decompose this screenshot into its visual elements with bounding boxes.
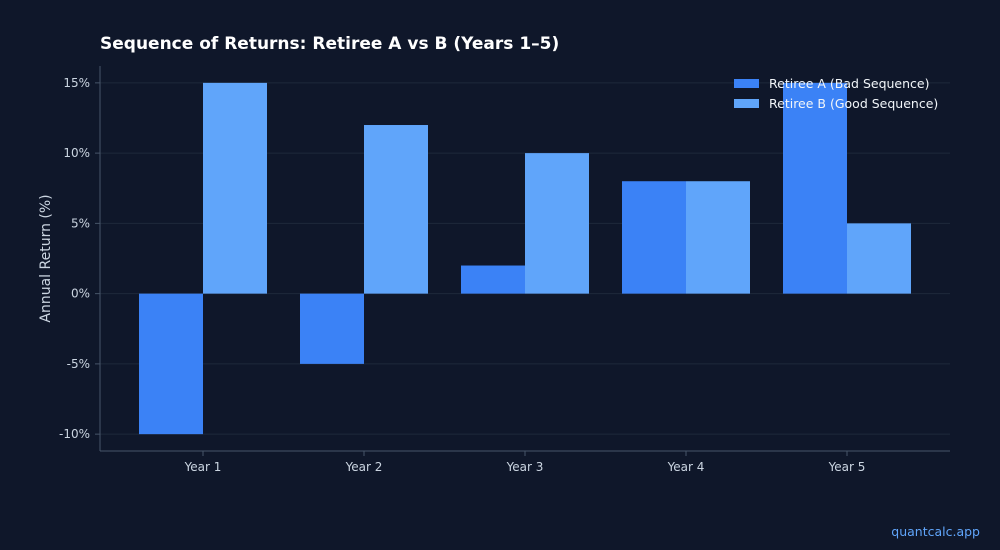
bar-series-2-year-1 (203, 82, 267, 294)
bar-series-2-year-2 (364, 125, 428, 294)
bar-series-1-year-5 (783, 82, 847, 294)
bar-series-1-year-2 (300, 293, 364, 364)
x-tick-label: Year 3 (506, 460, 544, 474)
y-tick-labels: -10% -5% 0% 5% 10% 15% (59, 76, 100, 441)
bar-series-2-year-5 (847, 223, 911, 294)
bar-series-1-year-1 (139, 293, 203, 435)
y-tick-label: 0% (71, 287, 90, 301)
x-tick-labels: Year 1 Year 2 Year 3 Year 4 Year 5 (184, 451, 866, 474)
legend: Retiree A (Bad Sequence) Retiree B (Good … (734, 76, 938, 111)
bars (139, 82, 911, 435)
chart-title: Sequence of Returns: Retiree A vs B (Yea… (100, 34, 559, 54)
y-axis-title: Annual Return (%) (38, 194, 54, 322)
bar-series-2-year-4 (686, 181, 750, 294)
watermark: quantcalc.app (891, 524, 980, 539)
y-tick-label: 5% (71, 216, 90, 230)
legend-label-2: Retiree B (Good Sequence) (769, 96, 938, 111)
x-tick-label: Year 1 (184, 460, 222, 474)
bar-series-1-year-3 (461, 265, 525, 294)
y-tick-label: -10% (59, 427, 90, 441)
x-tick-label: Year 5 (828, 460, 866, 474)
bar-series-2-year-3 (525, 153, 589, 294)
x-tick-label: Year 4 (667, 460, 705, 474)
legend-swatch-2 (734, 99, 759, 108)
legend-swatch-1 (734, 79, 759, 88)
y-tick-label: 10% (63, 146, 90, 160)
bar-series-1-year-4 (622, 181, 686, 294)
y-tick-label: 15% (63, 76, 90, 90)
y-tick-label: -5% (67, 357, 90, 371)
x-tick-label: Year 2 (345, 460, 383, 474)
legend-label-1: Retiree A (Bad Sequence) (769, 76, 930, 91)
